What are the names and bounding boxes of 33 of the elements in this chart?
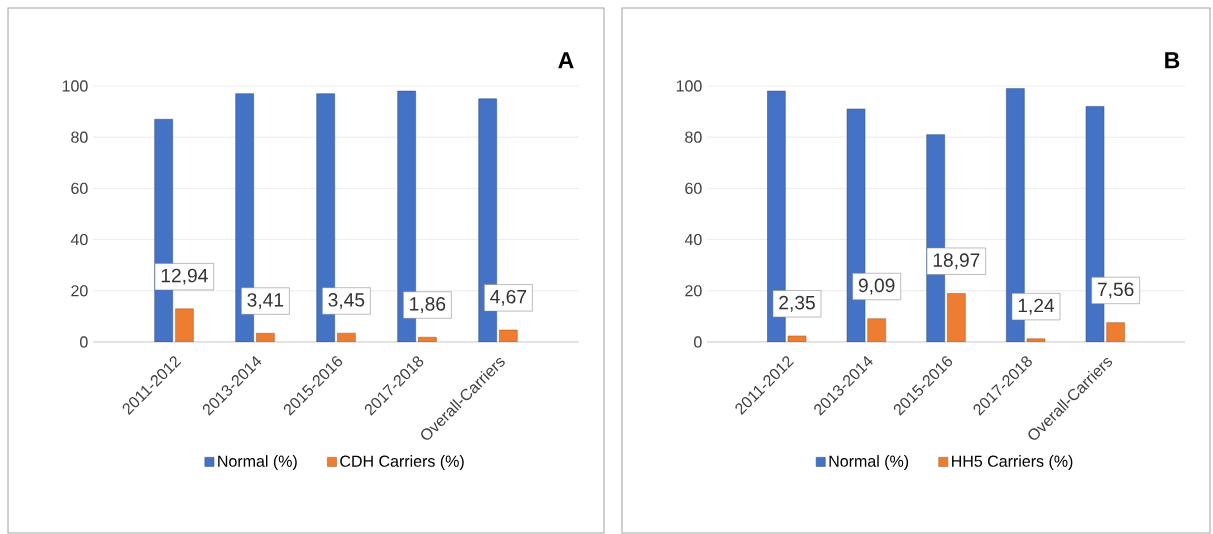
data-label: 9,09 (858, 278, 895, 295)
legend-label: CDH Carriers (%) (340, 455, 464, 470)
data-label: 4,67 (490, 289, 527, 306)
data-label: 18,97 (933, 253, 980, 270)
chart-title: B (1165, 52, 1180, 69)
data-label: 2,35 (779, 295, 815, 312)
legend-label: HH5 Carriers (%) (952, 455, 1073, 470)
data-label: 7,56 (1097, 282, 1134, 299)
y-tick-label: 80 (685, 131, 702, 143)
bar (1026, 338, 1046, 342)
bar (947, 293, 966, 342)
y-tick-label: 40 (684, 233, 702, 246)
y-tick-label: 100 (62, 80, 88, 92)
legend-label: Normal (%) (829, 455, 909, 470)
legend-label: Normal (%) (218, 455, 297, 470)
y-tick-label: 100 (676, 80, 702, 92)
data-label: 1,86 (410, 297, 446, 313)
y-tick-label: 60 (685, 182, 702, 195)
y-tick-label: 80 (71, 131, 88, 143)
y-tick-label: 60 (71, 182, 88, 195)
data-label: 3,41 (247, 293, 284, 309)
y-tick-label: 0 (694, 336, 702, 348)
y-tick-label: 0 (80, 336, 88, 348)
bar (867, 318, 886, 342)
y-tick-label: 40 (70, 233, 88, 246)
y-tick-label: 20 (685, 285, 702, 297)
y-tick-label: 20 (71, 285, 88, 297)
data-label: 1,24 (1018, 298, 1055, 315)
bar (787, 335, 807, 342)
data-label: 3,45 (328, 293, 365, 309)
data-label: 12,94 (161, 268, 208, 285)
chart-title: A (558, 52, 574, 69)
bar (1106, 322, 1125, 342)
